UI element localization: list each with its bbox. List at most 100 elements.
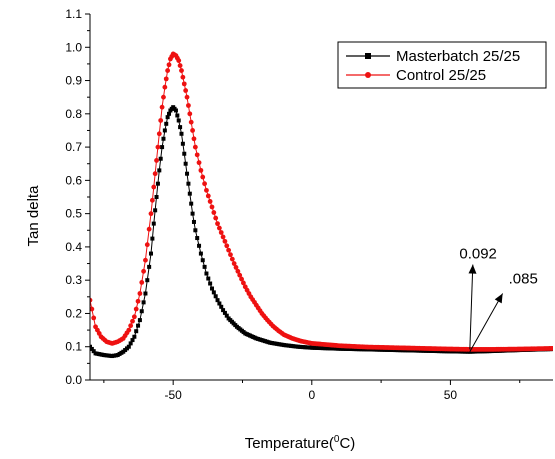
series-1-point-55 — [179, 68, 184, 73]
series-0-point-63 — [189, 201, 194, 206]
series-1-point-21 — [126, 327, 132, 333]
series-0-point-82 — [222, 310, 227, 315]
series-0-point-73 — [206, 276, 211, 281]
series-1-point-67 — [196, 160, 202, 166]
series-0-point-83 — [224, 313, 229, 318]
series-1-point-82 — [224, 243, 230, 249]
y-tick-label-0: 0.0 — [65, 373, 82, 387]
series-1-point-0 — [90, 297, 93, 303]
series-1-point-78 — [216, 225, 222, 231]
series-1-point-57 — [181, 81, 187, 87]
y-tick-label-3: 0.3 — [65, 273, 82, 287]
series-0-point-61 — [186, 181, 191, 186]
series-0-point-68 — [197, 243, 202, 248]
series-1-point-32 — [146, 226, 152, 232]
series-1-point-89 — [237, 272, 243, 278]
series-0-point-54 — [176, 118, 181, 123]
series-0-point-75 — [209, 286, 214, 291]
series-0-point-80 — [219, 304, 224, 309]
series-1-point-68 — [198, 167, 204, 173]
series-1-point-25 — [133, 306, 139, 312]
series-1-point-79 — [218, 230, 224, 235]
series-1-point-66 — [194, 152, 200, 158]
series-0-point-52 — [173, 108, 178, 113]
legend-marker-1 — [365, 72, 371, 78]
y-tick-label-8: 0.8 — [65, 107, 82, 121]
series-1-point-63 — [190, 128, 195, 133]
series-1-point-81 — [222, 238, 228, 244]
series-0-point-47 — [167, 111, 172, 116]
series-0-point-74 — [208, 281, 213, 286]
series-0-point-78 — [215, 298, 220, 303]
series-0-point-36 — [151, 221, 156, 226]
annotation-label-0: 0.092 — [459, 246, 497, 263]
series-1-point-33 — [148, 211, 154, 217]
annotation-arrow-0 — [469, 264, 474, 350]
series-0-point-57 — [180, 141, 185, 146]
series-0-point-34 — [148, 251, 153, 256]
annotation-label-1: .085 — [509, 271, 538, 288]
plot-area — [90, 51, 553, 359]
series-0-point-0 — [90, 344, 92, 349]
series-1-point-46 — [166, 62, 172, 68]
series-1-point-38 — [155, 144, 161, 150]
series-1-point-80 — [220, 234, 226, 240]
series-1-point-43 — [162, 84, 168, 90]
series-1-point-74 — [209, 204, 215, 210]
series-1-point-58 — [183, 88, 189, 93]
series-1-point-64 — [191, 136, 197, 142]
series-1-point-73 — [207, 199, 213, 204]
series-1-point-87 — [233, 265, 239, 270]
series-0-point-70 — [200, 258, 205, 263]
series-1-point-2 — [91, 315, 97, 321]
series-0-point-79 — [217, 301, 222, 306]
series-1-point-45 — [165, 68, 171, 73]
x-axis-title-unit: C) — [339, 435, 355, 452]
series-1-point-37 — [154, 158, 159, 163]
x-axis-title-superscript: 0 — [334, 434, 340, 445]
series-line-0 — [90, 106, 553, 357]
x-tick-label-1: 0 — [308, 388, 315, 402]
series-0-point-64 — [190, 211, 195, 216]
series-0-point-26 — [134, 329, 139, 334]
series-0-point-43 — [161, 136, 166, 141]
series-0-point-56 — [179, 131, 184, 136]
series-1-point-85 — [229, 256, 235, 262]
series-1-point-34 — [149, 197, 155, 203]
series-0-point-72 — [204, 271, 209, 276]
y-tick-label-5: 0.5 — [65, 207, 82, 221]
series-1-point-88 — [235, 268, 241, 274]
y-tick-label-9: 0.9 — [65, 74, 82, 88]
series-1-point-59 — [184, 94, 190, 100]
series-0-point-29 — [139, 309, 144, 314]
x-tick-label-0: -50 — [165, 388, 183, 402]
legend-marker-0 — [365, 53, 371, 59]
series-1-point-54 — [177, 63, 183, 68]
series-1-point-90 — [239, 276, 244, 282]
series-1-point-75 — [211, 210, 217, 215]
y-tick-label-11: 1.1 — [65, 7, 82, 21]
annotations: 0.092 .085 — [459, 246, 538, 352]
series-1-point-65 — [192, 144, 198, 150]
series-0-point-53 — [175, 113, 180, 118]
series-1-point-24 — [131, 314, 137, 320]
series-1-point-56 — [180, 74, 186, 80]
y-tick-label-4: 0.4 — [65, 240, 82, 254]
legend-label-0: Masterbatch 25/25 — [396, 48, 520, 65]
series-0-point-33 — [147, 264, 152, 269]
series-1-point-35 — [151, 184, 157, 190]
series-0-point-76 — [211, 290, 216, 295]
series-0-point-62 — [187, 191, 192, 196]
series-1-point-26 — [135, 298, 141, 304]
series-0-point-28 — [137, 318, 142, 323]
series-0-point-46 — [165, 115, 170, 120]
series-0-point-41 — [158, 156, 163, 161]
series-0-point-65 — [191, 219, 196, 224]
y-tick-label-1: 0.1 — [65, 340, 82, 354]
series-1-point-61 — [187, 111, 193, 117]
series-1-point-39 — [156, 131, 162, 137]
series-0-point-23 — [128, 341, 133, 346]
series-0-point-37 — [153, 208, 158, 213]
y-tick-label-2: 0.2 — [65, 306, 82, 320]
